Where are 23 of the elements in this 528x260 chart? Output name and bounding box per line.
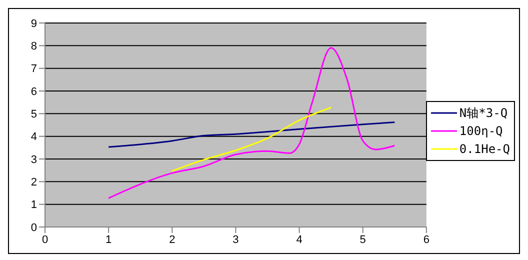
- y-tick-label: 3: [30, 154, 37, 166]
- y-tick-label: 4: [30, 131, 37, 144]
- y-tick-label: 8: [30, 40, 37, 53]
- legend-label: 100η-Q: [459, 124, 503, 138]
- y-tick-label: 9: [30, 18, 37, 30]
- x-tick-label: 3: [232, 234, 239, 246]
- line-series: [108, 47, 396, 199]
- y-tick-label: 7: [30, 63, 37, 76]
- x-tick-label: 1: [106, 234, 112, 246]
- line-series: [171, 106, 332, 172]
- x-tick-label: 0: [42, 234, 48, 246]
- y-tick-label: 2: [30, 176, 37, 189]
- x-tick-label: 5: [360, 234, 366, 246]
- y-tick-label: 0: [30, 222, 37, 234]
- y-tick-label: 6: [30, 86, 37, 98]
- x-tick-label: 4: [296, 234, 302, 246]
- legend-label: N轴*3-Q: [459, 104, 508, 122]
- x-tick-label: 6: [423, 234, 430, 246]
- legend-label: 0.1He-Q: [459, 142, 510, 156]
- x-tick-label: 2: [169, 234, 176, 246]
- y-tick-label: 5: [30, 108, 37, 121]
- y-tick-label: 1: [30, 199, 37, 212]
- line-series: [108, 122, 396, 148]
